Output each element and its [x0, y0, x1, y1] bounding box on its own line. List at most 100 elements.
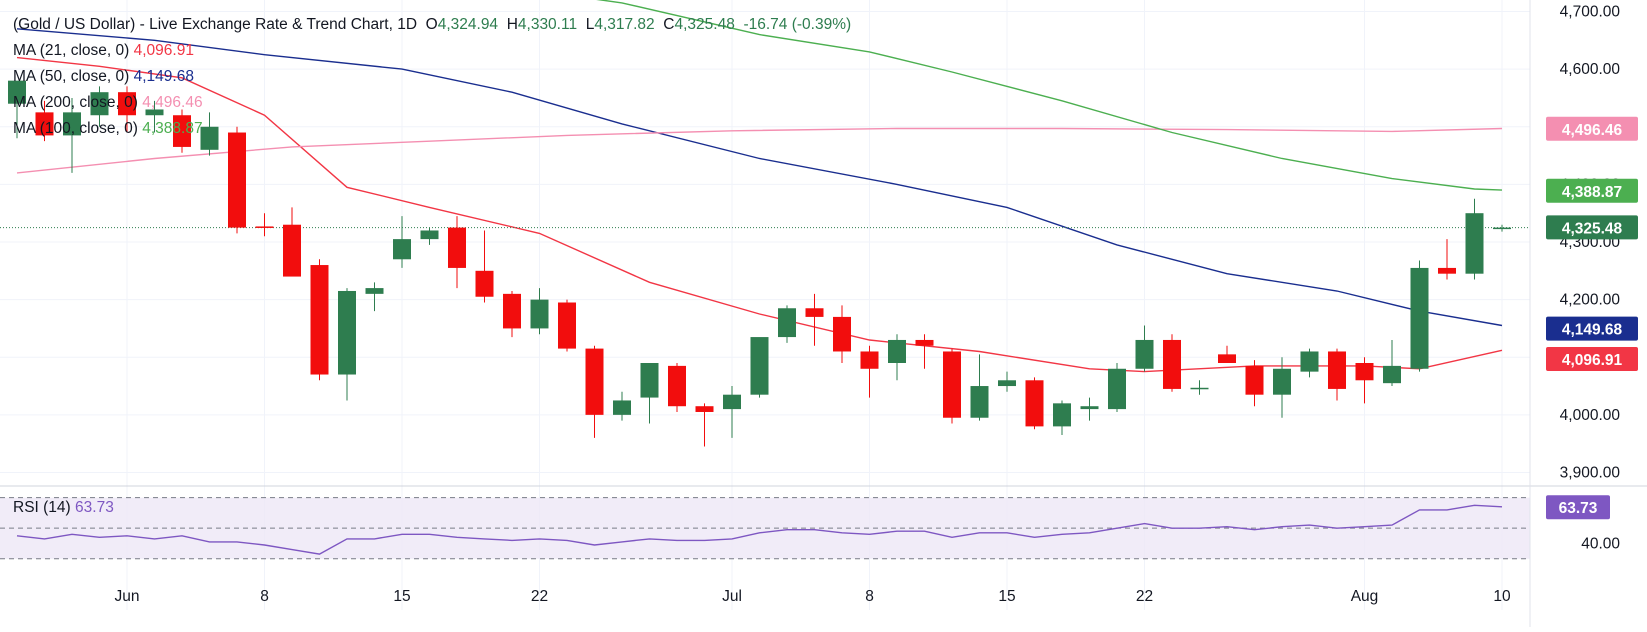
- candle-body: [1493, 227, 1511, 230]
- indicator-label: MA (200, close, 0): [13, 94, 138, 111]
- price-badge: [1546, 178, 1638, 203]
- indicator-legend-ma100[interactable]: MA (100, close, 0) 4,388.87: [13, 120, 203, 138]
- candle-body: [8, 80, 26, 104]
- rsi-legend[interactable]: RSI (14) 63.73: [13, 499, 114, 517]
- chart-header: (Gold / US Dollar) - Live Exchange Rate …: [13, 16, 851, 34]
- candle-body: [90, 92, 109, 116]
- candle-body: [503, 293, 521, 329]
- candle-body: [998, 380, 1016, 387]
- x-tick-label: 15: [393, 588, 410, 605]
- candle-body: [1410, 267, 1429, 369]
- candle-body: [695, 406, 714, 412]
- indicator-value: 4,388.87: [142, 120, 203, 137]
- x-tick-label: 22: [1136, 588, 1153, 605]
- candle-body: [228, 132, 246, 228]
- candle-body: [393, 239, 411, 260]
- low-value: 4,317.82: [594, 16, 655, 33]
- price-tick-label: 3,900.00: [1560, 464, 1621, 481]
- candle-body: [1355, 363, 1374, 381]
- candle-body: [1053, 403, 1071, 427]
- open-value: 4,324.94: [437, 16, 499, 33]
- candle-body: [778, 308, 796, 338]
- rsi-line: [16, 504, 1503, 555]
- ma-line: [16, 56, 1503, 373]
- indicator-label: MA (50, close, 0): [13, 68, 130, 85]
- candle-body: [1438, 267, 1456, 274]
- candle-body: [888, 339, 906, 363]
- candle-body: [1025, 380, 1044, 427]
- price-badge-label: 4,388.87: [1562, 184, 1622, 201]
- candle-body: [640, 363, 659, 398]
- x-tick-label: 22: [531, 588, 548, 605]
- candle-body: [338, 290, 356, 375]
- candle-body: [1218, 354, 1236, 363]
- candle-body: [448, 227, 466, 268]
- candle-body: [750, 337, 769, 395]
- x-tick-label: Aug: [1351, 588, 1379, 605]
- indicator-legend-ma21[interactable]: MA (21, close, 0) 4,096.91: [13, 42, 194, 60]
- candle-body: [1273, 368, 1291, 395]
- open-label: O: [425, 16, 438, 33]
- candle-body: [63, 112, 81, 136]
- candle-body: [420, 230, 439, 240]
- candle-body: [475, 270, 494, 297]
- candle-body: [145, 109, 164, 116]
- candle-body: [173, 115, 191, 147]
- price-tick-label: 4,200.00: [1560, 292, 1621, 309]
- candle-body: [1383, 365, 1401, 384]
- indicator-value: 4,096.91: [133, 42, 194, 59]
- close-label: C: [663, 16, 675, 33]
- ma-line: [596, 0, 1503, 191]
- candle-body: [200, 126, 219, 150]
- price-badge-label: 4,096.91: [1562, 352, 1623, 369]
- price-badge-label: 4,149.68: [1562, 322, 1623, 339]
- x-tick-label: 15: [998, 588, 1015, 605]
- candle-body: [1163, 339, 1181, 389]
- candle-body: [1135, 339, 1154, 369]
- candle-body: [915, 339, 934, 346]
- candle-body: [860, 351, 879, 369]
- ma-line: [16, 127, 1503, 174]
- low-label: L: [585, 16, 595, 33]
- candle-body: [1108, 368, 1126, 410]
- price-badge-label: 4,496.46: [1562, 122, 1623, 139]
- candle-body: [943, 351, 961, 418]
- candle-body: [283, 224, 301, 277]
- price-badge: [1546, 215, 1638, 240]
- candle-body: [310, 265, 329, 375]
- candle-body: [118, 92, 136, 116]
- candle-body: [1328, 351, 1346, 389]
- chart-title: (Gold / US Dollar) - Live Exchange Rate …: [13, 16, 418, 33]
- candle-body: [255, 226, 274, 228]
- price-badge-label: 4,325.48: [1562, 220, 1623, 237]
- candle-body: [1300, 351, 1319, 372]
- candle-body: [530, 299, 549, 329]
- indicator-label: MA (21, close, 0): [13, 42, 130, 59]
- candle-body: [613, 400, 631, 415]
- indicator-legend-ma200[interactable]: MA (200, close, 0) 4,496.46: [13, 94, 203, 112]
- x-tick-label: 10: [1493, 588, 1511, 605]
- candle-body: [668, 365, 686, 407]
- candle-body: [723, 394, 741, 410]
- price-badge: [1546, 347, 1638, 372]
- candle-body: [833, 316, 851, 352]
- candle-body: [1190, 387, 1209, 390]
- price-tick-label: 4,000.00: [1560, 407, 1621, 424]
- rsi-badge: [1546, 495, 1610, 520]
- rsi-tick-label: 40.00: [1581, 535, 1620, 552]
- indicator-value: 4,496.46: [142, 94, 203, 111]
- high-value: 4,330.11: [517, 16, 578, 33]
- candle-body: [35, 112, 54, 136]
- candle-body: [365, 288, 384, 294]
- indicator-value: 4,149.68: [133, 68, 194, 85]
- candle-body: [1465, 213, 1484, 274]
- candle-body: [970, 386, 989, 418]
- candle-body: [1245, 365, 1264, 395]
- rsi-badge-label: 63.73: [1559, 500, 1598, 517]
- x-tick-label: Jul: [722, 588, 742, 605]
- candle-body: [558, 302, 576, 349]
- indicator-legend-ma50[interactable]: MA (50, close, 0) 4,149.68: [13, 68, 194, 86]
- rsi-label: RSI (14): [13, 499, 71, 516]
